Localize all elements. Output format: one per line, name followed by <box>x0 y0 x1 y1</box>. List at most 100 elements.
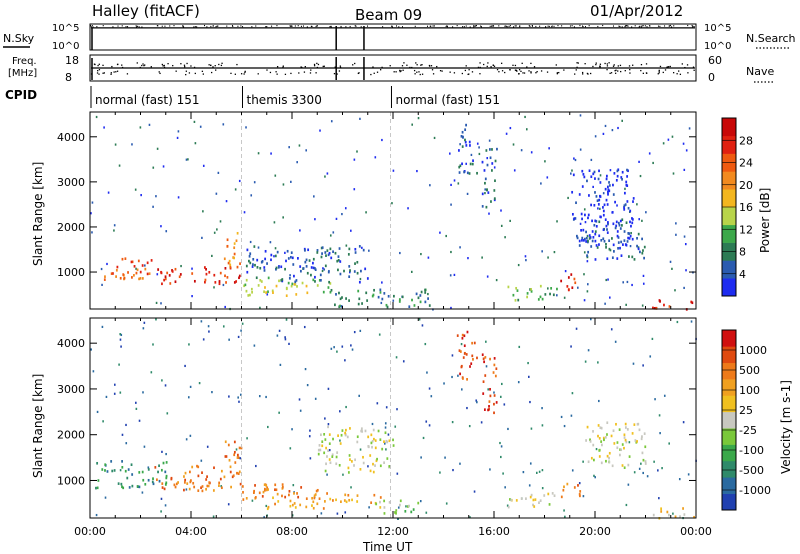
nave-label: Nave <box>746 65 774 78</box>
sparse-cell <box>249 240 252 244</box>
scatter-cell <box>602 228 605 232</box>
scatter-cell <box>615 178 618 182</box>
sparse-cell <box>657 469 659 472</box>
scatter-cell <box>578 239 581 243</box>
scatter-cell <box>370 433 373 437</box>
scatter-cell <box>598 198 601 202</box>
colorbar-tick-label: 25 <box>739 404 753 417</box>
sparse-cell <box>450 306 452 310</box>
nsearch-point <box>138 26 140 28</box>
nave-point <box>357 72 360 75</box>
nave-point <box>158 71 160 73</box>
scatter-cell <box>313 494 316 497</box>
scatter-cell <box>464 140 467 144</box>
sparse-cell <box>253 344 256 347</box>
sparse-cell <box>395 356 398 359</box>
nsearch-point <box>367 25 369 27</box>
scatter-cell <box>553 494 556 498</box>
colorbar-tick-label: 20 <box>739 179 753 192</box>
scatter-cell <box>492 371 495 374</box>
scatter-cell <box>587 239 589 243</box>
scatter-cell <box>161 282 163 286</box>
colorbar-tick-label: 12 <box>739 223 753 236</box>
scatter-cell <box>644 445 647 449</box>
scatter-cell <box>289 504 292 508</box>
scatter-cell <box>597 434 599 438</box>
sparse-cell <box>339 439 341 442</box>
sparse-cell <box>101 283 103 286</box>
nave-point <box>416 71 418 73</box>
scatter-cell <box>230 485 232 489</box>
scatter-cell <box>256 266 259 269</box>
scatter-cell <box>544 293 547 296</box>
scatter-cell <box>267 276 270 280</box>
scatter-cell <box>639 250 641 254</box>
sparse-cell <box>427 292 429 296</box>
scatter-cell <box>347 253 350 256</box>
scatter-cell <box>585 230 587 234</box>
scatter-cell <box>121 485 123 489</box>
scatter-cell <box>491 169 493 172</box>
scatter-cell <box>338 291 340 295</box>
scatter-cell <box>183 488 185 492</box>
sparse-cell <box>661 467 663 470</box>
scatter-cell <box>344 433 347 437</box>
scatter-cell <box>251 265 254 268</box>
scatter-cell <box>305 284 308 288</box>
sparse-cell <box>120 345 122 348</box>
sparse-cell <box>152 205 154 208</box>
noise-left-tick-high: 10^5 <box>52 23 79 34</box>
scatter-cell <box>359 468 362 471</box>
scatter-cell <box>379 438 382 441</box>
nsearch-point <box>182 25 184 27</box>
sparse-cell <box>476 142 479 145</box>
x-tick-label: 20:00 <box>579 525 611 538</box>
sparse-cell <box>420 456 422 459</box>
nave-point <box>576 62 578 64</box>
sparse-cell <box>387 433 390 436</box>
sparse-cell <box>685 269 687 272</box>
nsearch-point <box>430 25 432 27</box>
scatter-cell <box>587 213 590 217</box>
scatter-cell <box>241 485 244 488</box>
scatter-cell <box>317 452 320 456</box>
sparse-cell <box>148 123 151 126</box>
scatter-cell <box>239 482 242 486</box>
scatter-cell <box>322 507 325 510</box>
scatter-cell <box>628 455 631 458</box>
scatter-cell <box>178 275 181 279</box>
scatter-cell <box>486 163 489 167</box>
scatter-cell <box>329 461 332 465</box>
scatter-cell <box>580 229 583 232</box>
scatter-cell <box>621 224 623 227</box>
nave-point <box>172 64 174 67</box>
scatter-cell <box>472 159 474 162</box>
scatter-cell <box>326 492 328 495</box>
sparse-cell <box>535 471 538 474</box>
sparse-cell <box>350 344 352 347</box>
nave-point <box>606 65 609 67</box>
scatter-cell <box>370 501 373 505</box>
scatter-cell <box>571 212 574 216</box>
scatter-cell <box>655 307 658 310</box>
scatter-cell <box>489 394 492 398</box>
scatter-cell <box>469 144 471 147</box>
nsearch-point <box>96 26 98 28</box>
scatter-cell <box>594 258 597 261</box>
nave-point <box>102 72 104 74</box>
nsearch-point <box>664 25 666 27</box>
nave-point <box>276 73 278 75</box>
nsearch-point <box>306 26 308 28</box>
colorbar-swatch <box>722 460 736 478</box>
scatter-cell <box>483 408 486 411</box>
sparse-cell <box>468 424 471 428</box>
scatter-cell <box>354 251 357 254</box>
scatter-cell <box>593 203 596 207</box>
scatter-cell <box>602 237 605 241</box>
scatter-cell <box>238 446 241 450</box>
nave-point <box>604 62 606 65</box>
sparse-cell <box>457 374 459 377</box>
scatter-cell <box>146 272 149 276</box>
scatter-cell <box>126 476 129 480</box>
scatter-cell <box>113 469 116 472</box>
